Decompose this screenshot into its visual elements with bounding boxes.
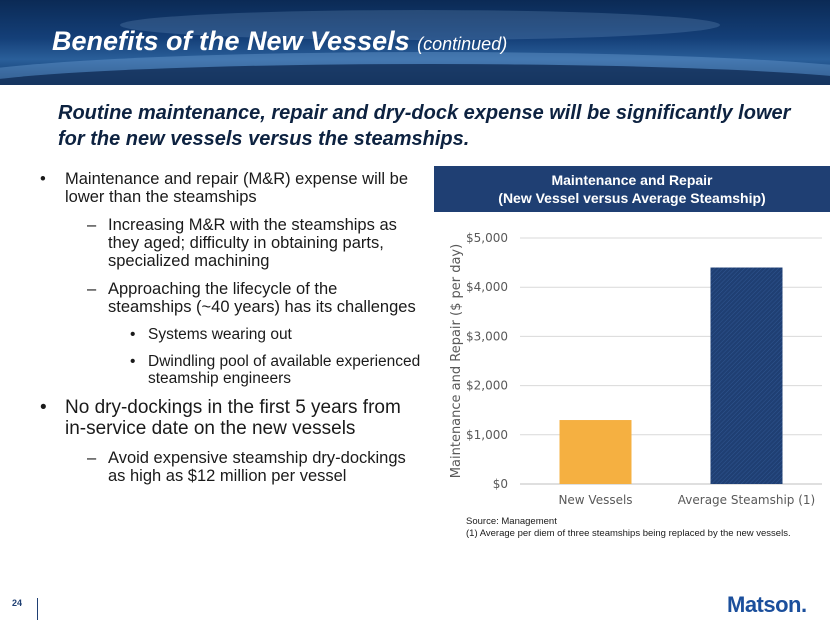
banner-wave <box>0 64 830 85</box>
page-title: Benefits of the New Vessels (continued) <box>52 26 507 57</box>
chart-title-line1: Maintenance and Repair <box>551 172 713 188</box>
bullet-marker: • <box>40 170 46 188</box>
bullet-list: • Maintenance and repair (M&R) expense wi… <box>40 170 425 495</box>
bar-new-vessels <box>559 420 632 484</box>
bullet-text: Increasing M&R with the steamships as th… <box>108 216 397 270</box>
bullet-text: Maintenance and repair (M&R) expense wil… <box>65 170 409 206</box>
y-tick-label: $5,000 <box>466 231 508 245</box>
y-tick-label: $2,000 <box>466 379 508 393</box>
bullet-level2: – Approaching the lifecycle of the steams… <box>40 280 425 316</box>
bullet-level3: • Dwindling pool of available experienced… <box>40 353 425 387</box>
bullet-marker: – <box>87 216 97 234</box>
matson-logo: Matson. <box>727 592 807 617</box>
x-tick-label: Average Steamship (1) <box>678 493 815 507</box>
footnote-source: Source: Management <box>466 516 557 527</box>
y-tick-label: $0 <box>493 477 508 491</box>
bullet-text: No dry-dockings in the first 5 years fro… <box>65 397 401 439</box>
title-suffix: (continued) <box>417 34 508 54</box>
banner-shine <box>120 10 720 40</box>
bullet-level1: • No dry-dockings in the first 5 years fr… <box>40 397 425 439</box>
x-tick-label: New Vessels <box>558 493 632 507</box>
bullet-text: Systems wearing out <box>148 326 292 343</box>
bullet-marker: – <box>87 449 97 467</box>
title-text: Benefits of the New Vessels <box>52 26 410 56</box>
bullet-marker: – <box>87 280 97 298</box>
y-tick-label: $4,000 <box>466 280 508 294</box>
y-axis-label: Maintenance and Repair ($ per day) <box>449 244 464 478</box>
bullet-text: Dwindling pool of available experienced … <box>148 353 421 387</box>
bullet-marker: • <box>130 326 136 343</box>
bar-chart: $0 $1,000 $2,000 $3,000 $4,000 $5,000Maintena… <box>449 231 822 507</box>
title-banner: Benefits of the New Vessels (continued) <box>0 0 830 85</box>
headline: Routine maintenance, repair and dry-dock… <box>58 102 791 150</box>
bullet-text: Approaching the lifecycle of the steamsh… <box>108 280 416 316</box>
bullet-text: Avoid expensive steamship dry-dockings a… <box>108 449 406 485</box>
chart-title-box: Maintenance and Repair (New Vessel versu… <box>434 166 830 212</box>
bullet-level2: – Avoid expensive steamship dry-dockings … <box>40 449 425 485</box>
bullet-level2: – Increasing M&R with the steamships as t… <box>40 216 425 270</box>
bullet-level1: • Maintenance and repair (M&R) expense wi… <box>40 170 425 206</box>
y-tick-label: $1,000 <box>466 428 508 442</box>
bullet-marker: • <box>40 397 47 418</box>
footer-divider <box>37 598 38 620</box>
y-tick-label: $3,000 <box>466 329 508 343</box>
bullet-marker: • <box>130 353 136 370</box>
footnote-note: (1) Average per diem of three steamships… <box>466 528 791 539</box>
bullet-level3: • Systems wearing out <box>40 326 425 343</box>
page-number: 24 <box>12 598 23 608</box>
bar-average-steamship <box>710 267 783 484</box>
footnote: Source: Management (1) Average per diem … <box>466 516 791 540</box>
chart-title-line2: (New Vessel versus Average Steamship) <box>498 190 766 206</box>
